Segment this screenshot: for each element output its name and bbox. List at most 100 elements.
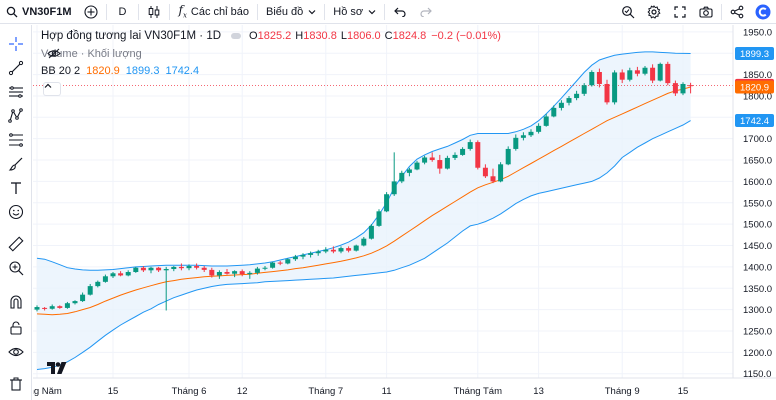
toolbar-divider <box>384 3 386 20</box>
fullscreen-icon <box>674 5 686 18</box>
price-tick-label: 1400.0 <box>743 262 772 273</box>
share-button[interactable] <box>724 0 750 24</box>
fullscreen-button[interactable] <box>667 0 693 24</box>
tool-brush[interactable] <box>0 153 32 175</box>
candle-body <box>292 256 298 260</box>
candle-body <box>156 267 162 271</box>
time-tick-label: Tháng Năm <box>33 386 62 397</box>
legend-bb[interactable]: BB 20 2 1820.9 1899.3 1742.4 <box>41 65 199 77</box>
candle-body <box>422 157 428 163</box>
compare-button[interactable] <box>78 0 104 24</box>
time-tick-label: 13 <box>533 386 544 397</box>
snapshot-button[interactable] <box>693 0 719 24</box>
candle-body <box>642 67 648 74</box>
candle-body <box>665 63 671 84</box>
tool-zoom-in[interactable] <box>0 257 32 279</box>
candle-body <box>95 281 101 287</box>
charts-menu-button[interactable]: Biểu đồ <box>260 0 322 24</box>
interval-button[interactable]: D <box>118 5 127 18</box>
price-chart[interactable]: 1950.01900.01850.01800.01750.01700.01650… <box>33 25 776 400</box>
bollinger-band-fill <box>37 51 691 370</box>
tool-lock[interactable] <box>0 317 32 339</box>
candles-icon <box>149 5 160 18</box>
candle-body <box>589 72 595 86</box>
candle-body <box>186 266 192 269</box>
high-key: H <box>295 30 304 42</box>
drawing-toolbar <box>0 25 32 400</box>
change-value: −0.2 (−0.01%) <box>431 30 501 42</box>
price-tick-label: 1250.0 <box>743 326 772 337</box>
candle-body <box>338 248 344 252</box>
candle-body <box>634 70 640 74</box>
time-tick-label: Tháng 9 <box>605 386 640 397</box>
price-tick-label: 1500.0 <box>743 220 772 231</box>
settings-button[interactable] <box>641 0 667 24</box>
tool-text[interactable] <box>0 177 32 199</box>
search-icon <box>6 6 18 17</box>
candle-body <box>163 269 169 271</box>
tool-trend-line[interactable] <box>0 57 32 79</box>
candle-body <box>361 238 367 246</box>
market-status-dot <box>231 33 242 39</box>
candle-body <box>125 272 131 276</box>
candle-body <box>558 102 564 108</box>
tool-crosshair[interactable] <box>0 33 32 55</box>
candle-body <box>201 267 207 270</box>
tool-fib[interactable] <box>0 129 32 151</box>
symbol-label: VN30F1M <box>22 5 72 18</box>
tool-ruler[interactable] <box>0 233 32 255</box>
indicators-label: Các chỉ báo <box>190 5 249 18</box>
candle-body <box>102 276 108 282</box>
candle-body <box>254 268 260 273</box>
candle-body <box>505 148 511 165</box>
tool-pattern[interactable] <box>0 105 32 127</box>
bb-upper-line <box>36 51 691 271</box>
tool-magnet[interactable] <box>0 291 32 313</box>
tool-delete[interactable] <box>0 373 32 395</box>
undo-button[interactable] <box>387 0 413 24</box>
candle-body <box>513 137 519 149</box>
candle-body <box>452 154 458 158</box>
candle-body <box>581 85 587 94</box>
candle-body <box>680 83 686 94</box>
price-tick-label: 1850.0 <box>743 70 772 81</box>
chart-pane[interactable]: 1950.01900.01850.01800.01750.01700.01650… <box>33 25 776 400</box>
candle-body <box>368 225 374 239</box>
price-tick-label: 1350.0 <box>743 284 772 295</box>
time-tick-label: 15 <box>678 386 689 397</box>
trend-line-icon <box>8 60 24 76</box>
symbol-search-button[interactable]: VN30F1M <box>0 0 78 24</box>
candle-body <box>376 211 382 226</box>
text-icon <box>11 182 21 194</box>
horizontal-lines-icon <box>9 86 23 98</box>
brand-logo[interactable] <box>750 0 776 24</box>
tool-emoji[interactable] <box>0 201 32 223</box>
tool-eye[interactable] <box>0 341 32 363</box>
quick-search-button[interactable] <box>615 0 641 24</box>
candle-body <box>178 266 184 269</box>
candle-body <box>391 181 397 195</box>
close-value: 1824.8 <box>392 30 427 42</box>
price-tick-label: 1200.0 <box>743 348 772 359</box>
redo-button[interactable] <box>413 0 439 24</box>
charts-menu-label: Biểu đồ <box>265 5 304 18</box>
profile-menu-button[interactable]: Hồ sơ <box>327 0 382 24</box>
bb-lower-value: 1742.4 <box>165 65 200 77</box>
indicators-button[interactable]: fx Các chỉ báo <box>172 0 255 24</box>
eye-off-icon[interactable] <box>47 48 61 59</box>
add-circle-icon <box>83 4 98 19</box>
candle-body <box>140 267 146 271</box>
chart-type-button[interactable] <box>141 0 167 24</box>
bb-basis-line <box>36 86 691 316</box>
candle-body <box>209 269 215 276</box>
legend-collapse-button[interactable] <box>43 82 61 96</box>
tool-horizontal-lines[interactable] <box>0 81 32 103</box>
candle-body <box>194 266 200 268</box>
candle-body <box>460 148 466 155</box>
eye-icon <box>8 347 24 357</box>
legend-main: Hợp đồng tương lai VN30F1M · 1D O 1825.2 … <box>41 30 501 42</box>
undo-icon <box>394 7 406 17</box>
candle-body <box>467 142 473 149</box>
legend-volume[interactable]: Volume · Khối lượng <box>41 48 142 60</box>
low-key: L <box>340 30 347 42</box>
